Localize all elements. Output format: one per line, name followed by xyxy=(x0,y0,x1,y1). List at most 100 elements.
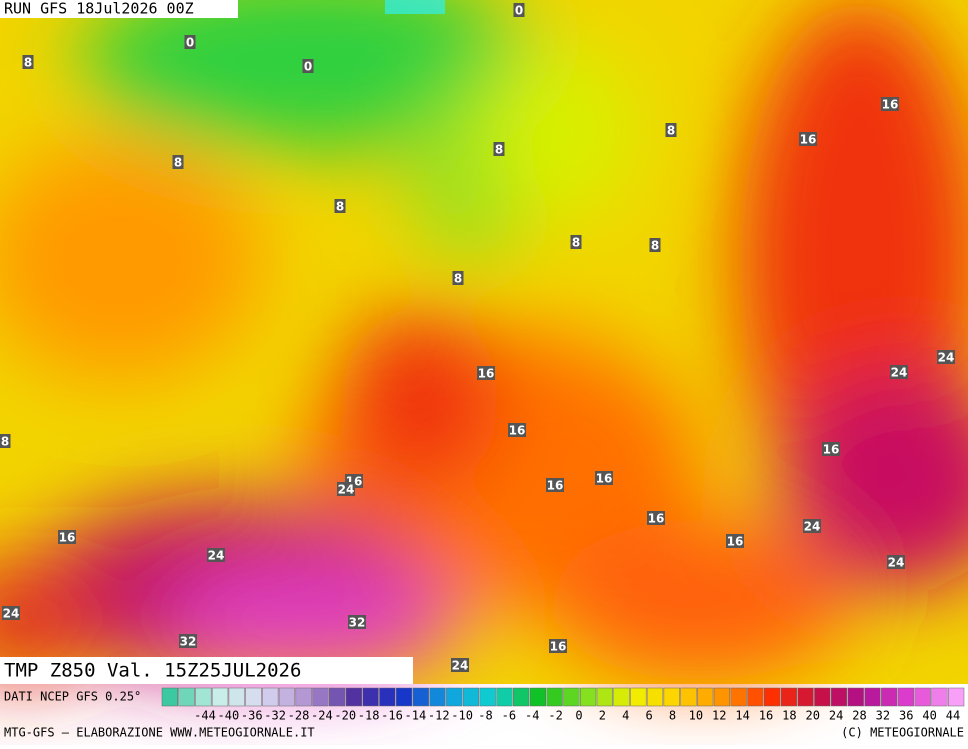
scale-swatch xyxy=(596,687,613,707)
contour-label: 16 xyxy=(59,531,76,545)
scale-swatch xyxy=(697,687,714,707)
contour-label: 24 xyxy=(888,556,905,570)
credit: MTG-GFS — ELABORAZIONE WWW.METEOGIORNALE… xyxy=(4,726,315,740)
contour-label: 0 xyxy=(515,4,523,18)
contour-label-box xyxy=(647,511,665,525)
contour-label-box xyxy=(726,534,744,548)
contour-label-box xyxy=(570,235,582,249)
contour-label: 8 xyxy=(454,272,462,286)
contour-label-box xyxy=(822,442,840,456)
scale-swatch xyxy=(529,687,547,707)
scale-swatch xyxy=(630,687,647,707)
contour-label: 24 xyxy=(938,351,955,365)
contour-label-box xyxy=(302,59,314,73)
contour-label: 8 xyxy=(24,56,32,70)
contour-label-box xyxy=(546,478,564,492)
scale-swatch xyxy=(362,687,379,707)
source-label: DATI NCEP GFS 0.25° xyxy=(4,690,141,704)
contour-label-box xyxy=(513,3,525,17)
scale-swatch xyxy=(579,687,597,707)
scale-swatch xyxy=(864,687,881,707)
contour-label-box xyxy=(508,423,526,437)
scale-label: 24 xyxy=(829,709,843,723)
contour-label-box xyxy=(887,555,905,569)
scale-label: 14 xyxy=(735,709,749,723)
scale-swatch xyxy=(613,687,630,707)
scale-swatch xyxy=(897,687,915,707)
contour-label: 8 xyxy=(572,236,580,250)
scale-label: 2 xyxy=(599,709,606,723)
scale-swatch xyxy=(479,687,496,707)
scale-swatch xyxy=(680,687,697,707)
contour-label-box xyxy=(22,55,34,69)
scale-swatch xyxy=(496,687,513,707)
contour-label: 24 xyxy=(452,659,469,673)
contour-label-box xyxy=(58,530,76,544)
scale-label: 44 xyxy=(946,709,960,723)
scale-label: 18 xyxy=(782,709,796,723)
scale-swatch xyxy=(462,687,480,707)
contour-label-box xyxy=(348,615,366,629)
contour-label: 0 xyxy=(304,60,312,74)
contour-label: 8 xyxy=(667,124,675,138)
contour-label: 16 xyxy=(727,535,744,549)
scale-label: -24 xyxy=(311,709,333,723)
contour-label: 16 xyxy=(800,133,817,147)
scale-swatch xyxy=(646,687,664,707)
contour-label: 8 xyxy=(495,143,503,157)
scale-swatch xyxy=(262,687,279,707)
contour-label-box xyxy=(665,123,677,137)
scale-label: -4 xyxy=(525,709,539,723)
scale-swatch xyxy=(195,687,212,707)
scale-label: -28 xyxy=(288,709,310,723)
contour-label: 0 xyxy=(186,36,194,50)
scale-label: -18 xyxy=(358,709,380,723)
scale-label: 32 xyxy=(876,709,890,723)
scale-swatch xyxy=(329,687,346,707)
contour-label: 16 xyxy=(596,472,613,486)
contour-label: 24 xyxy=(208,549,225,563)
contour-label-box xyxy=(881,97,899,111)
scale-swatch xyxy=(948,687,965,707)
scale-label: -12 xyxy=(428,709,450,723)
map-title: TMP Z850 Val. 15Z25JUL2026 xyxy=(4,660,301,682)
scale-label: 40 xyxy=(922,709,936,723)
contour-label-box xyxy=(207,548,225,562)
contour-label: 16 xyxy=(509,424,526,438)
scale-swatch xyxy=(546,687,563,707)
scale-swatch xyxy=(161,687,178,707)
contour-label: 16 xyxy=(648,512,665,526)
contour-label: 16 xyxy=(547,479,564,493)
scale-swatch xyxy=(513,687,530,707)
contour-label-box xyxy=(890,365,908,379)
contour-label: 8 xyxy=(1,435,9,449)
title-box xyxy=(0,657,413,684)
scale-label: -14 xyxy=(405,709,427,723)
scale-label: 4 xyxy=(622,709,629,723)
scale-swatch xyxy=(814,687,831,707)
contour-label: 24 xyxy=(891,366,908,380)
run-label: RUN GFS 18Jul2026 00Z xyxy=(4,0,194,18)
scale-label: 16 xyxy=(759,709,773,723)
scale-label: 0 xyxy=(575,709,582,723)
contour-label-box xyxy=(0,434,11,448)
scale-label: -44 xyxy=(194,709,216,723)
contour-label: 8 xyxy=(336,200,344,214)
contour-label-box xyxy=(2,606,20,620)
scale-swatch xyxy=(914,687,931,707)
scale-label: 12 xyxy=(712,709,726,723)
scale-swatch xyxy=(312,687,329,707)
scale-swatch xyxy=(379,687,396,707)
scale-swatch xyxy=(245,687,262,707)
contour-label: 16 xyxy=(823,443,840,457)
scale-swatch xyxy=(345,687,363,707)
contour-label: 8 xyxy=(651,239,659,253)
contour-label-box xyxy=(184,35,196,49)
scale-label: 20 xyxy=(806,709,820,723)
scale-label: -32 xyxy=(264,709,286,723)
scale-label: -8 xyxy=(478,709,492,723)
scale-swatch xyxy=(412,687,429,707)
scale-label: -10 xyxy=(451,709,473,723)
contour-label-box xyxy=(452,271,464,285)
